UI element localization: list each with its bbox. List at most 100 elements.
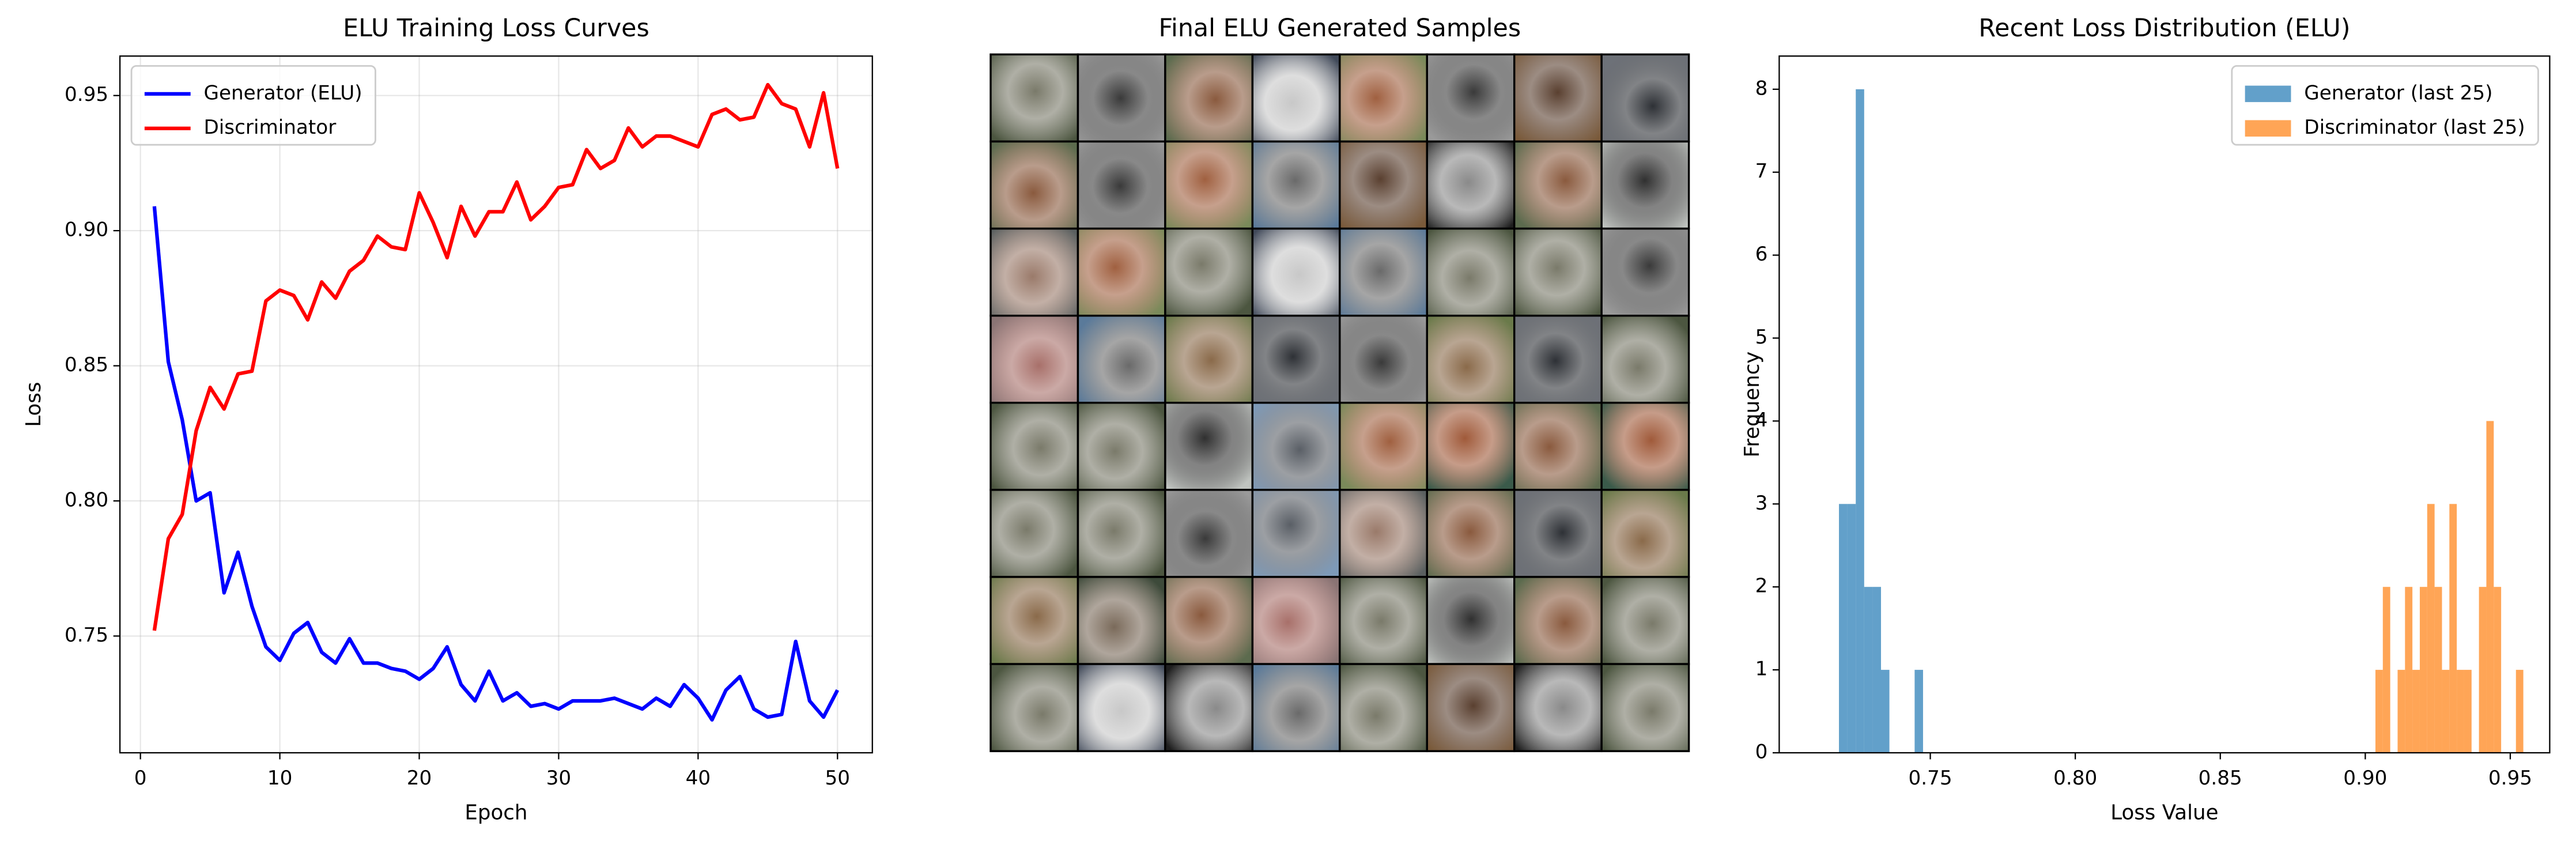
sample-image [1600,140,1690,230]
sample-image [989,314,1079,404]
sample-image [1339,227,1428,317]
legend: Generator (ELU) Discriminator [130,65,376,146]
sample-image [1339,489,1428,578]
legend-box [2231,65,2539,146]
sample-image [1164,140,1254,230]
histogram-bar [1881,670,1890,753]
sample-image [1339,402,1428,491]
histogram-bar [1856,89,1864,753]
sample-image [1339,663,1428,752]
sample-image [1513,227,1603,317]
sample-image [1513,576,1603,665]
sample-image [1339,314,1428,404]
histogram-bar [2479,587,2487,753]
chart-title: Recent Loss Distribution (ELU) [1978,14,2350,43]
sample-image [1513,663,1603,752]
sample-image [1077,53,1166,143]
sample-image [1077,314,1166,404]
sample-image [1600,227,1690,317]
axes-frame [1778,55,2551,754]
sample-image [1426,663,1516,752]
histogram-bar [1839,504,1848,753]
sample-image [989,53,1079,143]
legend-label: Discriminator [203,116,337,139]
loss-line [152,82,840,631]
sample-image [1513,140,1603,230]
sample-image [989,227,1079,317]
histogram-bar [2442,670,2450,753]
histogram-bar [2457,670,2464,753]
sample-image [989,576,1079,665]
sample-image [1426,227,1516,317]
sample-image [1600,402,1690,491]
sample-image [1164,53,1254,143]
histogram-bar [1864,587,1873,753]
legend-patch [2245,85,2291,103]
sample-image [1251,227,1341,317]
sample-image [1426,53,1516,143]
x-tick-label: 0.75 [1908,767,1952,790]
y-tick-label: 0.85 [65,353,108,376]
sample-image [1251,489,1341,578]
axes: 0 10 20 30 40 50 0.75 0.80 0.85 0.90 0.95 [65,56,872,790]
chart-title: Final ELU Generated Samples [1158,14,1521,43]
x-tick-label: 50 [825,767,851,790]
sample-image [989,402,1079,491]
sample-image [1513,53,1603,143]
x-tick-label: 0.80 [2053,767,2097,790]
sample-image [1513,314,1603,404]
sample-image [1426,576,1516,665]
sample-image [1426,140,1516,230]
sample-image [1164,402,1254,491]
legend-label: Generator (ELU) [203,81,362,104]
histogram-bar [2397,670,2405,753]
histogram-bar [2486,421,2494,753]
sample-image [1164,314,1254,404]
sample-image [1251,140,1341,230]
histogram-bar [2412,670,2420,753]
sample-image [1600,489,1690,578]
sample-image [1251,53,1341,143]
y-tick-label: 0.80 [65,489,108,512]
sample-image [1251,576,1341,665]
legend-label: Generator (last 25) [2304,81,2492,104]
y-tick-label: 5 [1755,326,1768,349]
sample-image [1251,663,1341,752]
sample-image [1251,314,1341,404]
histogram-bar [1872,587,1882,753]
sample-image [1077,576,1166,665]
sample-image [1600,576,1690,665]
y-tick-label: 0 [1755,741,1768,764]
y-tick-label: 1 [1755,658,1768,681]
legend-label: Discriminator (last 25) [2304,116,2525,139]
x-tick-label: 0.90 [2343,767,2387,790]
sample-image [1077,227,1166,317]
sample-image [1600,663,1690,752]
sample-image [1077,402,1166,491]
histogram-bar [2419,587,2427,753]
legend-box [130,65,376,146]
sample-image [1426,402,1516,491]
sample-image [1164,576,1254,665]
sample-image [1164,489,1254,578]
x-tick-label: 0.95 [2488,767,2532,790]
x-tick-label: 10 [267,767,293,790]
sample-image [1426,489,1516,578]
sample-image [1164,227,1254,317]
histogram-bar [2382,587,2390,753]
sample-image [1600,53,1690,143]
x-tick-label: 0.85 [2199,767,2242,790]
sample-image [1426,314,1516,404]
x-tick-label: 20 [407,767,432,790]
sample-image [1339,576,1428,665]
y-tick-label: 6 [1755,243,1768,266]
sample-image [1077,140,1166,230]
y-tick-label: 8 [1755,77,1768,100]
y-tick-label: 4 [1755,409,1768,432]
x-tick-label: 30 [546,767,572,790]
y-tick-label: 0.90 [65,218,108,242]
histogram-bar [2464,670,2472,753]
y-tick-label: 2 [1755,575,1768,598]
chart-title: ELU Training Loss Curves [343,14,649,43]
